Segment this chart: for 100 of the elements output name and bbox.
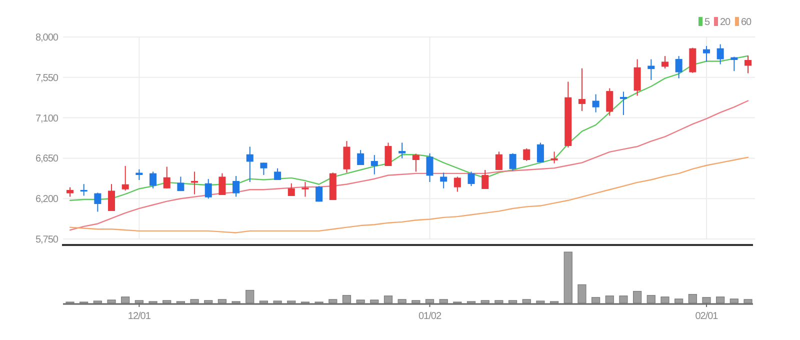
bar	[370, 300, 379, 304]
bar	[328, 299, 338, 304]
candlestick	[509, 152, 516, 172]
candlestick	[702, 45, 710, 62]
candlestick	[550, 151, 558, 164]
candlestick	[260, 162, 268, 176]
candlestick	[592, 94, 600, 113]
candlestick	[150, 171, 157, 189]
bar	[633, 290, 642, 304]
candlestick	[218, 172, 226, 196]
candlestick	[620, 91, 627, 116]
candlestick	[302, 181, 309, 198]
bar	[134, 300, 144, 304]
candlestick	[661, 56, 668, 69]
candlestick	[398, 142, 406, 159]
candlestick	[370, 154, 378, 175]
bar	[522, 299, 531, 304]
candlestick	[440, 172, 448, 189]
bar	[716, 296, 725, 304]
bar	[121, 296, 130, 304]
bar	[591, 297, 600, 304]
candlestick	[648, 58, 655, 81]
bar	[218, 299, 227, 304]
bar	[702, 297, 711, 304]
candlestick	[454, 176, 461, 192]
line-series	[69, 100, 749, 231]
candlestick	[343, 140, 350, 174]
candlestick	[80, 184, 88, 196]
bar	[425, 299, 434, 304]
candlestick	[204, 178, 212, 200]
line-series	[69, 156, 749, 234]
bar	[578, 284, 586, 304]
bar	[660, 296, 670, 304]
bar	[107, 300, 116, 304]
bar	[204, 300, 213, 304]
bar	[246, 290, 254, 304]
candlestick	[122, 166, 129, 192]
legend-label: 5	[704, 17, 710, 28]
legend-label: 60	[741, 17, 752, 28]
candlestick	[634, 58, 641, 96]
candlestick	[606, 88, 614, 116]
bar	[688, 294, 697, 304]
candlestick	[523, 148, 530, 162]
bar	[412, 300, 420, 304]
candlestick	[136, 168, 143, 181]
candlestick	[412, 153, 420, 172]
candlestick	[689, 47, 696, 74]
bar	[646, 295, 656, 304]
candlestick	[232, 175, 240, 198]
candlestick	[716, 44, 724, 65]
x-tick-label: 01/02	[418, 311, 442, 322]
bar	[398, 299, 406, 304]
candlestick	[288, 182, 295, 196]
bar	[494, 300, 504, 304]
y-tick-label: 6,200	[35, 194, 59, 206]
y-tick-label: 7,100	[35, 113, 59, 124]
bar	[619, 296, 628, 304]
bar	[190, 299, 199, 304]
bar	[342, 295, 352, 304]
candlestick	[108, 184, 116, 212]
legend-label: 20	[720, 17, 732, 28]
candlestick	[675, 56, 682, 79]
candlestick	[495, 151, 502, 170]
y-tick-label: 6,650	[35, 154, 59, 165]
y-tick-label: 5,750	[35, 234, 59, 246]
candlestick	[177, 176, 184, 192]
candlestick	[744, 56, 752, 74]
bar	[674, 298, 684, 304]
bar	[93, 300, 102, 304]
candlestick	[163, 166, 170, 189]
bar	[439, 299, 448, 304]
bar	[564, 252, 572, 304]
y-tick-label: 7,550	[35, 72, 59, 84]
bar	[384, 296, 393, 304]
candlestick	[246, 146, 254, 182]
x-tick-label: 02/01	[695, 311, 719, 322]
bar	[356, 300, 365, 304]
candlestick	[316, 186, 323, 202]
candlestick	[357, 150, 364, 166]
bar	[730, 298, 738, 304]
candlestick	[384, 142, 392, 167]
candlestick	[482, 169, 489, 190]
bar	[259, 300, 268, 304]
candlestick	[536, 142, 544, 163]
candlestick	[468, 171, 475, 187]
candlestick	[578, 68, 586, 112]
bar	[605, 296, 614, 304]
bar	[273, 300, 282, 304]
bar	[744, 299, 752, 304]
candlestick	[66, 186, 74, 198]
x-tick-label: 12/01	[128, 311, 152, 322]
candlestick	[426, 152, 434, 182]
bar	[508, 300, 518, 304]
y-tick-label: 8,000	[35, 32, 59, 44]
candlestick	[730, 56, 738, 72]
bar	[162, 300, 172, 304]
candlestick	[94, 192, 102, 212]
bar	[287, 300, 296, 304]
bar	[480, 300, 490, 304]
bar	[536, 300, 545, 304]
